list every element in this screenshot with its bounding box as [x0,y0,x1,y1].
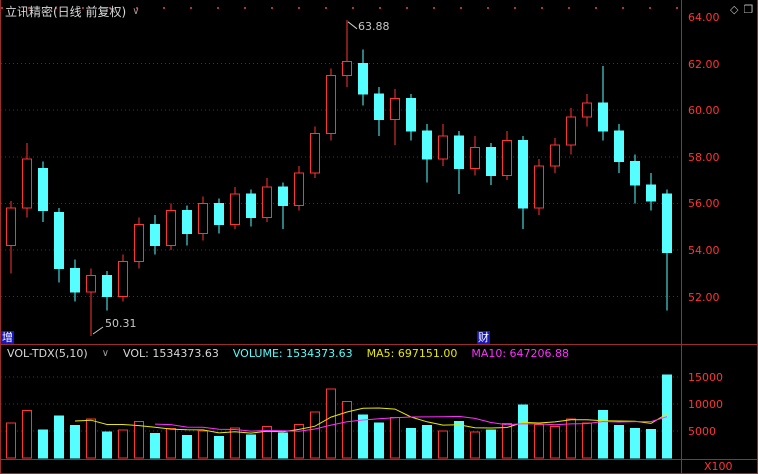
candlesticks [6,19,672,336]
volume-axis-label: 10000 [688,398,723,411]
top-grid-dots [1,7,681,9]
volume-readout: VOLUME: 1534373.63 [232,347,353,360]
volume-axis-label: 15000 [688,371,723,384]
volume-axis-label: 5000 [688,425,716,438]
ma10-readout: MA10: 647206.88 [471,347,570,360]
price-axis-label: 64.00 [688,11,720,24]
ma5-line [74,407,668,434]
window-controls: ◇ ❐ [730,3,753,16]
low-annotation-label: 50.31 [105,317,137,330]
price-axis-label: 54.00 [688,244,720,257]
price-axis-label: 52.00 [688,291,720,304]
volume-bars [6,374,672,459]
ma5-readout: MA5: 697151.00 [366,347,458,360]
vol-readout: VOL: 1534373.63 [123,347,219,360]
financial-report-badge[interactable]: 财 [477,331,490,344]
stock-title: 立讯精密(日线 前复权) [5,5,127,19]
volume-chart[interactable] [1,362,681,459]
price-axis-label: 58.00 [688,151,720,164]
candlestick-chart[interactable] [1,0,681,344]
restore-window-icon[interactable]: ❐ [743,3,754,16]
volume-bottom-line [0,459,758,460]
price-axis-label: 56.00 [688,197,720,210]
title-dropdown-icon[interactable]: ∨ [132,6,140,17]
axis-divider-line [681,0,682,474]
price-axis-label: 62.00 [688,58,720,71]
high-annotation-label: 63.88 [358,20,390,33]
price-grid-lines [1,63,681,298]
left-border-line [0,0,1,474]
ma10-line [154,415,668,432]
pane-separator-line [0,344,758,345]
holder-increase-badge[interactable]: 增 [1,331,14,344]
diamond-icon[interactable]: ◇ [730,3,739,16]
annotation-pointers [92,21,358,335]
indicator-dropdown-icon[interactable]: ∨ [101,348,110,359]
indicator-header: VOL-TDX(5,10) ∨ VOL: 1534373.63 VOLUME: … [7,346,569,361]
price-axis-label: 60.00 [688,104,720,117]
volume-grid-lines [1,376,681,432]
chart-title-bar: 立讯精密(日线 前复权) ∨ [5,3,140,20]
volume-unit-label: X100 [704,460,733,473]
indicator-name: VOL-TDX(5,10) [7,347,88,360]
